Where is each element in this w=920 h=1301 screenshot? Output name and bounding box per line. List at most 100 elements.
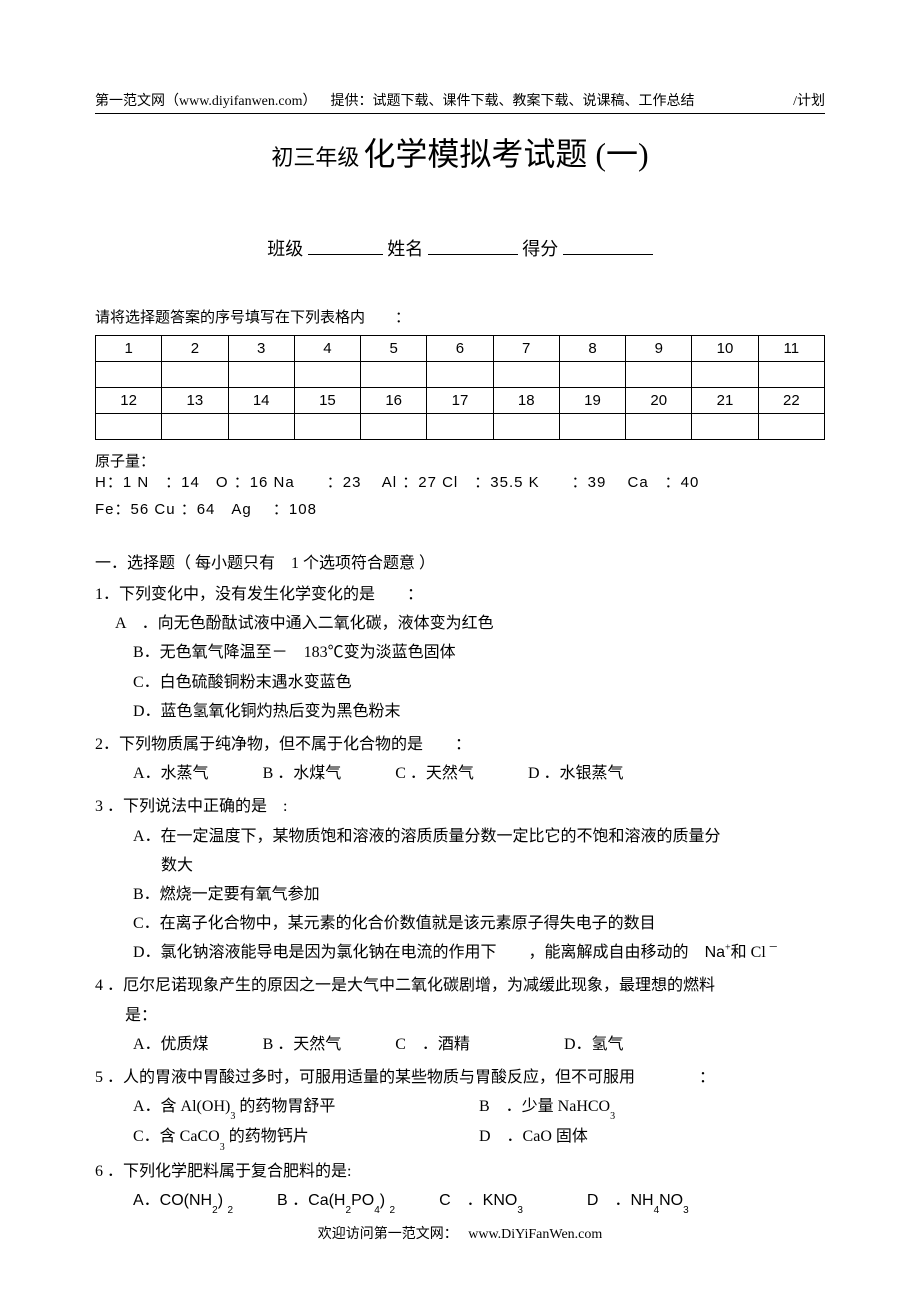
- cell-empty[interactable]: [162, 414, 228, 440]
- cell-empty[interactable]: [96, 362, 162, 388]
- atomic-line-2: Fe：56 Cu ：64 Ag ：108: [95, 498, 825, 519]
- cell-empty[interactable]: [294, 414, 360, 440]
- q1-opt-b: B．无色氧气降温至－ 183℃变为淡蓝色固体: [133, 639, 825, 666]
- cell-empty[interactable]: [228, 414, 294, 440]
- cell-empty[interactable]: [626, 362, 692, 388]
- cell: 10: [692, 336, 758, 362]
- q2-opt-b: B ．水煤气: [263, 760, 342, 787]
- q1-stem: 1．下列变化中，没有发生化学变化的是 ：: [95, 581, 825, 608]
- q5a-sub: 3: [230, 1111, 235, 1122]
- cell: 6: [427, 336, 493, 362]
- cell: 16: [361, 388, 427, 414]
- score-label: 得分: [522, 239, 558, 259]
- site-text: 第一范文网（www.diyifanwen.com）: [95, 94, 317, 109]
- q1-opt-a: A ．向无色酚酞试液中通入二氧化碳，液体变为红色: [115, 610, 825, 637]
- cell-empty[interactable]: [427, 362, 493, 388]
- cell-empty[interactable]: [692, 414, 758, 440]
- q6d-pre: D ．NH: [587, 1192, 654, 1209]
- q6-opt-b: B ．Ca(H2PO4) 2: [277, 1187, 395, 1215]
- cell-empty[interactable]: [228, 362, 294, 388]
- student-info: 班级 姓名 得分: [95, 235, 825, 261]
- q6b-s3: 2: [390, 1205, 396, 1216]
- q3d-na: Na: [705, 944, 725, 961]
- question-2: 2．下列物质属于纯净物，但不属于化合物的是 ： A．水蒸气 B ．水煤气 C ．…: [95, 731, 825, 787]
- question-4: 4 ．厄尔尼诺现象产生的原因之一是大气中二氧化碳剧增，为减缓此现象，最理想的燃料…: [95, 972, 825, 1058]
- q3d-and: 和 Cl: [731, 944, 766, 961]
- services-text: 提供：试题下载、课件下载、教案下载、说课稿、工作总结: [331, 94, 695, 109]
- q3-opt-a: A．在一定温度下，某物质饱和溶液的溶质质量分数一定比它的不饱和溶液的质量分: [133, 823, 825, 850]
- q5a-pre: A．含 Al(OH): [133, 1098, 230, 1115]
- q5c-post: 的药物钙片: [225, 1128, 309, 1145]
- cell-empty[interactable]: [427, 414, 493, 440]
- question-5: 5 ．人的胃液中胃酸过多时，可服用适量的某些物质与胃酸反应，但不可服用 ： A．…: [95, 1064, 825, 1152]
- cell-empty[interactable]: [361, 362, 427, 388]
- q6b-pre: B ．Ca(H: [277, 1192, 345, 1209]
- class-blank[interactable]: [308, 235, 383, 255]
- q3-stem: 3 ．下列说法中正确的是 :: [95, 793, 825, 820]
- q6d-s2: 3: [683, 1205, 689, 1216]
- score-blank[interactable]: [563, 235, 653, 255]
- cell-empty[interactable]: [361, 414, 427, 440]
- cell-empty[interactable]: [559, 414, 625, 440]
- cell-empty[interactable]: [626, 414, 692, 440]
- q4-stem1: 4 ．厄尔尼诺现象产生的原因之一是大气中二氧化碳剧增，为减缓此现象，最理想的燃料: [95, 972, 825, 999]
- title-row: 初三年级 化学模拟考试题 (一): [95, 129, 825, 175]
- cell-empty[interactable]: [758, 414, 824, 440]
- cell-empty[interactable]: [294, 362, 360, 388]
- cell: 7: [493, 336, 559, 362]
- atomic-weights: 原子量： H：1 N ：14 O ：16 Na ：23 Al ：27 Cl ：3…: [95, 450, 825, 519]
- cell-empty[interactable]: [493, 362, 559, 388]
- name-blank[interactable]: [428, 235, 518, 255]
- cell: 3: [228, 336, 294, 362]
- table-row-empty: [96, 414, 825, 440]
- q4-opt-c: C ．酒精: [395, 1031, 470, 1058]
- cell: 22: [758, 388, 824, 414]
- cell: 15: [294, 388, 360, 414]
- cell-empty[interactable]: [692, 362, 758, 388]
- q6c-pre: C ．KNO: [439, 1192, 517, 1209]
- q2-stem: 2．下列物质属于纯净物，但不属于化合物的是 ：: [95, 731, 825, 758]
- cell-empty[interactable]: [96, 414, 162, 440]
- page-footer: 欢迎访问第一范文网： www.DiYiFanWen.com: [95, 1223, 825, 1243]
- q5b-sub: 3: [610, 1111, 615, 1122]
- instruction-text: 请将选择题答案的序号填写在下列表格内 ：: [95, 306, 825, 327]
- q6-opt-c: C ．KNO3: [439, 1187, 523, 1215]
- q3-opt-d: D．氯化钠溶液能导电是因为氯化钠在电流的作用下 ，能离解成自由移动的 Na+和 …: [133, 939, 825, 966]
- q5-opt-a: A．含 Al(OH)3 的药物胃舒平: [133, 1093, 479, 1121]
- q3-opt-b: B．燃烧一定要有氧气参加: [133, 881, 825, 908]
- q1-opt-d: D．蓝色氢氧化铜灼热后变为黑色粉末: [133, 698, 825, 725]
- q5c-sub: 3: [220, 1142, 225, 1153]
- table-row: 12 13 14 15 16 17 18 19 20 21 22: [96, 388, 825, 414]
- cell-empty[interactable]: [162, 362, 228, 388]
- q6b-m1: PO: [351, 1192, 374, 1209]
- q2-opt-d: D ．水银蒸气: [528, 760, 624, 787]
- q5-opt-c: C．含 CaCO3 的药物钙片: [133, 1123, 479, 1151]
- q5-opt-d: D ．CaO 固体: [479, 1123, 825, 1151]
- atomic-line-1: H：1 N ：14 O ：16 Na ：23 Al ：27 Cl ：35.5 K…: [95, 471, 825, 492]
- q6-opt-a: A．CO(NH2) 2: [133, 1187, 233, 1215]
- cell: 1: [96, 336, 162, 362]
- cell-empty[interactable]: [758, 362, 824, 388]
- cell: 9: [626, 336, 692, 362]
- cell-empty[interactable]: [493, 414, 559, 440]
- cell: 5: [361, 336, 427, 362]
- q6b-s1: 2: [346, 1205, 352, 1216]
- q6c-sub: 3: [517, 1205, 523, 1216]
- q6b-m2: ): [380, 1192, 390, 1209]
- q5-stem: 5 ．人的胃液中胃酸过多时，可服用适量的某些物质与胃酸反应，但不可服用 ：: [95, 1064, 825, 1091]
- cell-empty[interactable]: [559, 362, 625, 388]
- cell: 2: [162, 336, 228, 362]
- q6a-s2: 2: [227, 1205, 233, 1216]
- page-header: 第一范文网（www.diyifanwen.com） 提供：试题下载、课件下载、教…: [95, 90, 825, 114]
- class-label: 班级: [267, 239, 303, 259]
- q5-opt-b: B ．少量 NaHCO3: [479, 1093, 825, 1121]
- cell: 4: [294, 336, 360, 362]
- q6d-s1: 4: [654, 1205, 660, 1216]
- q1-opt-c: C．白色硫酸铜粉末遇水变蓝色: [133, 669, 825, 696]
- q6a-s1: 2: [212, 1205, 218, 1216]
- cell: 8: [559, 336, 625, 362]
- cell: 19: [559, 388, 625, 414]
- q3d-pre: D．氯化钠溶液能导电是因为氯化钠在电流的作用下 ，能离解成自由移动的: [133, 944, 705, 961]
- q5c-pre: C．含 CaCO: [133, 1128, 220, 1145]
- q6-opt-d: D ．NH4NO3: [587, 1187, 689, 1215]
